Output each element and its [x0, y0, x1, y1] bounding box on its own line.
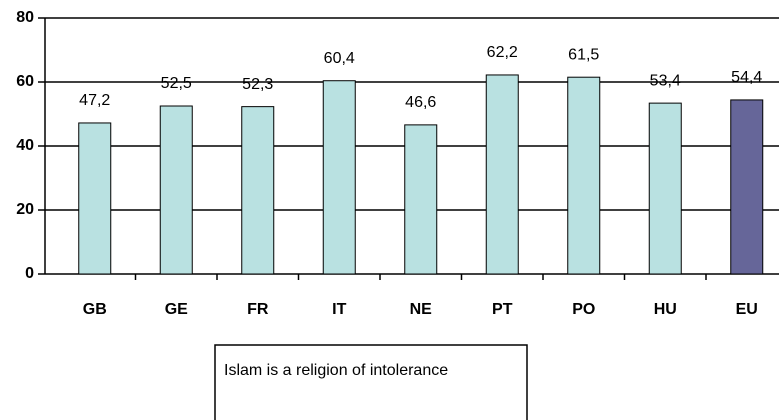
x-tick-label: IT — [332, 301, 346, 318]
bar — [730, 99, 764, 275]
value-label: 46,6 — [405, 94, 436, 111]
x-tick-label: PT — [492, 301, 513, 318]
y-tick-label: 40 — [16, 137, 34, 154]
value-label: 47,2 — [79, 92, 110, 109]
x-tick-label: PO — [572, 301, 595, 318]
bar — [648, 102, 682, 275]
value-label: 61,5 — [568, 46, 599, 63]
legend-box — [214, 344, 528, 420]
bar — [404, 124, 438, 275]
x-tick-label: GE — [165, 301, 188, 318]
legend-text: Islam is a religion of intolerance — [224, 362, 448, 379]
y-tick-label: 0 — [25, 265, 34, 282]
value-label: 62,2 — [487, 44, 518, 61]
bar — [567, 76, 601, 275]
x-tick-label: NE — [410, 301, 433, 318]
y-tick-label: 20 — [16, 201, 34, 218]
y-tick-label: 80 — [16, 9, 34, 26]
value-label: 60,4 — [324, 50, 355, 67]
x-tick-label: FR — [247, 301, 269, 318]
bar — [322, 80, 356, 275]
x-tick-label: GB — [83, 301, 107, 318]
bar — [485, 74, 519, 275]
value-label: 52,5 — [161, 75, 192, 92]
x-tick-label: EU — [736, 301, 758, 318]
bar — [78, 122, 112, 275]
value-label: 52,3 — [242, 76, 273, 93]
bar — [241, 106, 275, 275]
bar — [159, 105, 193, 275]
value-label: 54,4 — [731, 69, 762, 86]
value-label: 53,4 — [650, 72, 681, 89]
x-tick-label: HU — [654, 301, 677, 318]
y-tick-label: 60 — [16, 73, 34, 90]
